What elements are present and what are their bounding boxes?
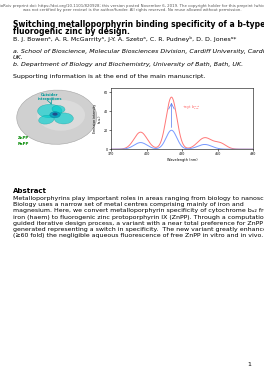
Ellipse shape xyxy=(54,113,73,124)
Text: +cyt $b_{562}^{mut}$: +cyt $b_{562}^{mut}$ xyxy=(182,103,201,112)
Text: ZnPP: ZnPP xyxy=(17,136,29,140)
Text: bioRxiv preprint doi: https://doi.org/10.1101/820928; this version posted Novemb: bioRxiv preprint doi: https://doi.org/10… xyxy=(0,3,264,7)
Text: Biology uses a narrow set of metal centres comprising mainly of iron and: Biology uses a narrow set of metal centr… xyxy=(13,202,244,207)
Text: b. Department of Biology and Biochemistry, University of Bath, Bath, UK.: b. Department of Biology and Biochemistr… xyxy=(13,62,243,67)
Ellipse shape xyxy=(37,100,85,131)
Ellipse shape xyxy=(52,113,58,116)
Ellipse shape xyxy=(50,112,60,118)
Text: fluorogenic zinc by design.: fluorogenic zinc by design. xyxy=(13,27,130,36)
Text: Outsider
interactions: Outsider interactions xyxy=(37,93,62,101)
Y-axis label: Emission intensity
(a.u.): Emission intensity (a.u.) xyxy=(93,104,102,133)
Text: 1: 1 xyxy=(247,362,251,367)
Text: guided iterative design process, a variant with a near total preference for ZnPP: guided iterative design process, a varia… xyxy=(13,221,264,226)
Text: Abstract: Abstract xyxy=(13,188,47,194)
Text: Supporting information is at the end of the main manuscript.: Supporting information is at the end of … xyxy=(13,74,205,79)
Text: B. J. Bowenᵃ, A. R. McGarrityᵃ, J-Y. A. Szetoᵃ, C. R. Pudneyᵇ, D. D. Jonesᵃ*: B. J. Bowenᵃ, A. R. McGarrityᵃ, J-Y. A. … xyxy=(13,36,236,42)
Ellipse shape xyxy=(52,106,65,113)
Text: RaPP: RaPP xyxy=(17,142,29,146)
Text: (≥60 fold) the negligible aqueous fluorescence of free ZnPP in vitro and in vivo: (≥60 fold) the negligible aqueous fluore… xyxy=(13,233,263,238)
Ellipse shape xyxy=(37,104,62,118)
Text: UK.: UK. xyxy=(13,55,24,60)
Ellipse shape xyxy=(39,115,54,124)
Text: generated representing a switch in specificity.  The new variant greatly enhance: generated representing a switch in speci… xyxy=(13,227,264,232)
Text: iron (haem) to fluorogenic zinc protoporphyrin IX (ZnPP). Through a computationa: iron (haem) to fluorogenic zinc protopor… xyxy=(13,214,264,220)
Text: Switching metalloporphyrin binding specificity of a b-type cytochrome to: Switching metalloporphyrin binding speci… xyxy=(13,20,264,29)
Ellipse shape xyxy=(17,90,97,144)
Text: Metalloporphyrins play important roles in areas ranging from biology to nanoscie: Metalloporphyrins play important roles i… xyxy=(13,196,264,201)
Text: magnesium. Here, we convert metalloporphyrin specificity of cytochrome bᵤ₂ from: magnesium. Here, we convert metalloporph… xyxy=(13,209,264,213)
X-axis label: Wavelength (nm): Wavelength (nm) xyxy=(167,158,197,162)
Text: a. School of Bioscience, Molecular Biosciences Division, Cardiff University, Car: a. School of Bioscience, Molecular Biosc… xyxy=(13,49,264,54)
Text: was not certified by peer review) is the author/funder. All rights reserved. No : was not certified by peer review) is the… xyxy=(23,8,241,12)
